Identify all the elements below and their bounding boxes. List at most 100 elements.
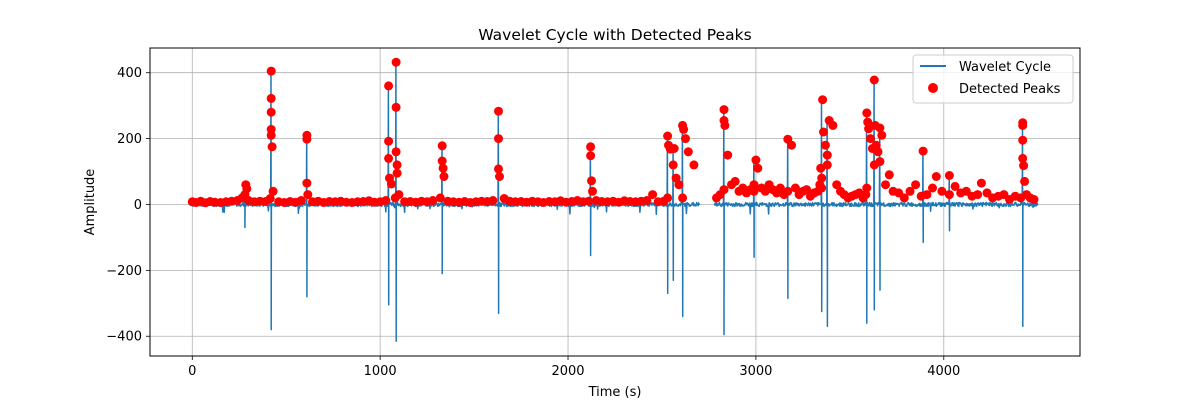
peak-point — [439, 172, 449, 181]
y-axis-label: Amplitude — [83, 169, 98, 236]
plot-area — [187, 57, 1039, 342]
peak-point — [392, 160, 402, 170]
peak-point — [973, 190, 983, 200]
peak-point — [266, 66, 276, 76]
peak-point — [494, 106, 503, 116]
peak-point — [495, 172, 504, 181]
peak-point — [663, 131, 673, 141]
peak-point — [1029, 195, 1039, 204]
peak-point — [681, 134, 690, 144]
y-tick-label: 200 — [117, 132, 142, 147]
peak-point — [302, 178, 312, 188]
peak-point — [861, 190, 871, 200]
peak-point — [877, 130, 887, 140]
peak-point — [818, 95, 828, 105]
peak-point — [944, 171, 954, 180]
peak-point — [749, 186, 759, 196]
peak-point — [265, 194, 275, 203]
peak-point — [899, 193, 909, 203]
peak-point — [881, 180, 890, 190]
peak-point — [720, 120, 730, 130]
peak-point — [1018, 135, 1028, 145]
peak-point — [723, 150, 733, 160]
y-tick-label: 0 — [134, 198, 142, 213]
peak-point — [922, 190, 932, 200]
peak-point — [303, 190, 313, 200]
peak-point — [911, 180, 921, 190]
peak-point — [828, 120, 838, 130]
peak-point — [386, 179, 396, 189]
peak-point — [775, 183, 785, 193]
peak-point — [663, 193, 673, 203]
peak-point — [494, 134, 503, 144]
peak-point — [822, 150, 832, 160]
x-axis-label: Time (s) — [588, 385, 642, 400]
peak-point — [586, 151, 596, 161]
peak-point — [381, 196, 391, 205]
peak-point — [394, 190, 404, 200]
peak-point — [749, 180, 759, 190]
peak-point — [944, 190, 954, 200]
peak-point — [751, 155, 761, 165]
peak-point — [266, 107, 276, 117]
peak-point — [884, 170, 894, 180]
peak-point — [683, 147, 693, 157]
peak-point — [873, 147, 883, 157]
legend-box — [912, 54, 1074, 104]
peak-point — [689, 160, 699, 170]
axes-frame — [149, 47, 1081, 357]
peak-point — [863, 117, 873, 127]
peak-point — [931, 172, 941, 181]
peak-point — [866, 134, 875, 144]
peak-point — [437, 141, 447, 151]
peak-point — [584, 196, 594, 206]
legend: Wavelet Cycle Detected Peaks — [912, 54, 1074, 104]
peak-point — [820, 140, 830, 150]
peak-point — [1020, 176, 1030, 186]
peak-point — [384, 136, 394, 146]
peak-point — [950, 181, 960, 191]
peak-point — [242, 184, 252, 194]
legend-dot-marker — [928, 83, 938, 93]
peak-point — [937, 186, 947, 196]
peak-point — [391, 57, 401, 67]
peak-point — [819, 127, 828, 137]
axis-ticks: 0 1000 2000 3000 4000 −400 −200 0 200 400 — [106, 66, 960, 379]
peak-point — [384, 81, 394, 91]
peak-point — [678, 193, 688, 203]
peak-point — [266, 93, 276, 103]
peak-point — [928, 183, 937, 193]
peak-point — [918, 146, 928, 156]
peak-point — [384, 153, 394, 163]
x-tick-label: 2000 — [551, 364, 584, 379]
peak-point — [719, 185, 729, 195]
peak-point — [976, 178, 986, 188]
peak-point — [1018, 153, 1028, 163]
x-tick-label: 3000 — [739, 364, 772, 379]
peak-point — [817, 183, 827, 193]
peak-point — [587, 176, 596, 186]
y-tick-label: 400 — [117, 66, 142, 81]
peak-point — [435, 193, 445, 203]
chart-title: Wavelet Cycle with Detected Peaks — [478, 26, 751, 44]
peak-point — [1018, 120, 1028, 130]
peak-point — [905, 186, 915, 196]
peak-point — [802, 185, 812, 195]
peak-point — [642, 196, 652, 205]
peak-point — [679, 124, 689, 134]
peak-point — [817, 173, 827, 183]
peak-point — [753, 163, 763, 173]
peak-point — [268, 186, 278, 196]
peak-point — [586, 142, 596, 152]
peak-point — [730, 176, 740, 186]
peak-point — [648, 190, 658, 200]
peak-point — [1019, 161, 1029, 171]
peak-point — [428, 196, 438, 205]
peak-point — [669, 144, 679, 153]
peak-point — [266, 130, 276, 140]
peak-point — [862, 183, 872, 193]
peak-point — [822, 160, 832, 170]
peak-point — [391, 102, 401, 112]
peak-point — [588, 186, 597, 196]
